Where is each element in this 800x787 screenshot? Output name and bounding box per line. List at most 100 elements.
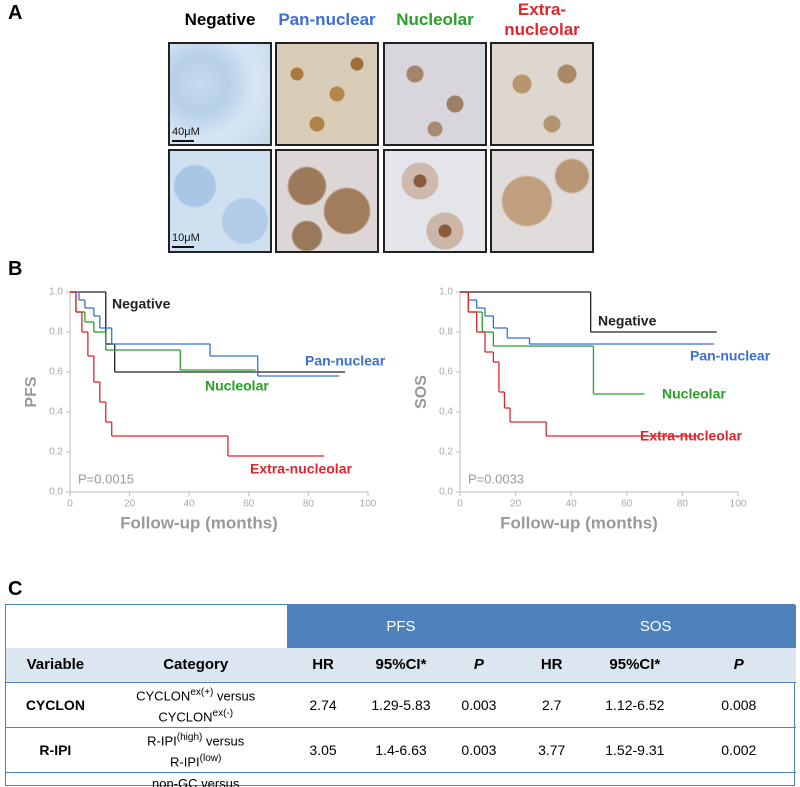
superscript: ex(-) (212, 707, 234, 719)
p-value: P=0.0015 (78, 471, 134, 486)
series-label: Extra-nucleolar (250, 461, 352, 477)
category-line: R-IPI(high) versus (105, 729, 287, 749)
y-axis-label: PFS (23, 376, 40, 407)
value-cell: 0.003 (461, 696, 497, 713)
value-cell: 1.2-6.5 (359, 772, 442, 787)
micrograph (383, 42, 487, 146)
value-cell: 0.015 (443, 772, 516, 787)
superscript: (low) (199, 752, 222, 764)
scale-bar (172, 140, 194, 142)
value-cell: 0.002 (721, 741, 757, 758)
superscript: (high) (176, 732, 203, 744)
category-text: CYCLON (136, 688, 191, 704)
micrograph (383, 149, 487, 253)
column-header-line: nucleolar (504, 20, 580, 39)
y-tick-label: 0.6 (439, 367, 453, 378)
y-tick-label: 0.0 (49, 487, 63, 498)
value-cell: 0.008 (721, 696, 757, 713)
value-cell: 2.79 (287, 772, 360, 787)
category-text: versus (213, 688, 256, 704)
y-tick-label: 0.2 (439, 447, 453, 458)
y-tick-label: 0.4 (49, 407, 63, 418)
series-label: Nucleolar (662, 386, 726, 402)
category-cell: CYCLONex(+) versus CYCLONex(-) (105, 682, 287, 727)
panel-label: B (8, 258, 23, 280)
scale-bar (172, 246, 194, 248)
table-frame: PFS SOS Variable Category HR 95%CI* P HR 95%CI* P… (5, 604, 796, 787)
column-header-line: Pan-nuclear (278, 10, 376, 29)
y-tick-label: 0.4 (439, 407, 453, 418)
column-header: 95%CI* (375, 656, 427, 674)
value-cell: 1.11-9.78 (588, 772, 682, 787)
group-header: SOS (515, 605, 796, 648)
column-header-line: Extra- (517, 0, 567, 19)
series-label: Extra-nucleolar (640, 428, 742, 444)
value-cell: 3.77 (538, 741, 566, 758)
table-row: HANSnon-GC versusGC2.791.2-6.50.0153.041… (6, 772, 796, 787)
blank-cell (6, 605, 287, 648)
scale-bar-label: 10μM (172, 232, 200, 244)
group-header: PFS (286, 605, 516, 648)
x-tick-label: 40 (184, 499, 196, 510)
value-cell: 0.023 (682, 772, 796, 787)
series-label: Negative (112, 296, 171, 312)
micrograph (168, 149, 272, 253)
category-text: non-GC versus (151, 776, 240, 787)
column-header: 95%CI* (609, 656, 661, 674)
column-header: Pan-nuclear (267, 10, 387, 30)
category-line: CYCLONex(+) versus (105, 684, 287, 704)
category-text: versus (202, 733, 245, 749)
value-cell: 1.29-5.83 (371, 696, 431, 713)
column-header-line: Nucleolar (396, 10, 474, 29)
series-label: Pan-nuclear (690, 348, 771, 364)
variable-cell: R-IPI (39, 741, 72, 758)
category-line: non-GC versus (105, 775, 287, 787)
scale-bar-label: 40μM (172, 126, 200, 138)
series-label: Pan-nuclear (305, 353, 386, 369)
value-cell: 2.74 (309, 696, 337, 713)
panel-label: C (8, 578, 23, 600)
micrograph (490, 149, 594, 253)
micrograph (275, 42, 379, 146)
y-tick-label: 1.0 (49, 287, 63, 298)
variable-cell: HANS (6, 772, 105, 787)
y-tick-label: 0.8 (49, 327, 63, 338)
x-tick-label: 0 (67, 499, 73, 510)
column-header: P (733, 656, 744, 674)
value-cell: 3.04 (515, 772, 588, 787)
group-header-row: PFS SOS (6, 605, 796, 648)
column-header-line: Negative (184, 10, 256, 29)
category-line: R-IPI(low) (105, 750, 287, 770)
variable-cell: CYCLON (25, 696, 85, 713)
series-label: Nucleolar (205, 378, 269, 394)
category-cell: non-GC versusGC (105, 772, 287, 787)
category-text: R-IPI (170, 753, 200, 769)
value-cell: 1.52-9.31 (605, 741, 665, 758)
y-tick-label: 0.8 (439, 327, 453, 338)
table-row: CYCLON CYCLONex(+) versus CYCLONex(-) 2.74 1… (6, 682, 796, 727)
p-value: P=0.0033 (468, 471, 524, 486)
micrograph (275, 149, 379, 253)
table-row: R-IPI R-IPI(high) versus R-IPI(low) 3.05 1.4… (6, 727, 796, 772)
table: PFS SOS Variable Category HR 95%CI* P HR 95%CI* P… (6, 605, 796, 787)
x-axis-label: Follow-up (months) (120, 513, 278, 532)
value-cell: 2.7 (541, 696, 562, 713)
y-tick-label: 0.2 (49, 447, 63, 458)
category-cell: R-IPI(high) versus R-IPI(low) (105, 727, 287, 772)
category-text: R-IPI (147, 733, 177, 749)
y-axis-label: SOS (413, 375, 430, 409)
y-tick-label: 0.6 (49, 367, 63, 378)
column-header: Variable (26, 656, 85, 674)
x-tick-label: 20 (124, 499, 136, 510)
x-tick-label: 60 (621, 499, 633, 510)
y-tick-label: 1.0 (439, 287, 453, 298)
category-text: CYCLON (158, 708, 213, 724)
x-tick-label: 0 (457, 499, 463, 510)
superscript: ex(+) (190, 687, 214, 699)
micrograph (168, 42, 272, 146)
x-tick-label: 100 (730, 499, 747, 510)
x-tick-label: 80 (303, 499, 315, 510)
value-cell: 1.12-6.52 (605, 696, 665, 713)
value-cell: 1.4-6.63 (375, 741, 427, 758)
micrograph (490, 42, 594, 146)
